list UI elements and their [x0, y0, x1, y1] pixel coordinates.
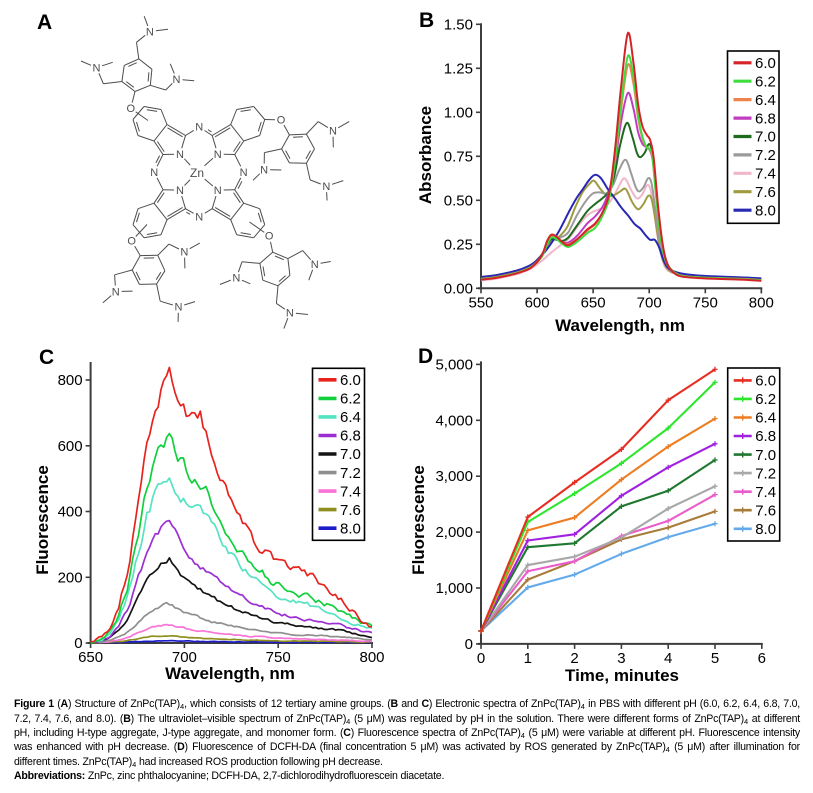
svg-text:4: 4 [664, 650, 672, 667]
svg-text:650: 650 [78, 649, 103, 666]
svg-text:1.00: 1.00 [444, 104, 473, 121]
svg-text:7.2: 7.2 [340, 465, 361, 482]
svg-text:1.25: 1.25 [444, 60, 473, 77]
svg-text:6.8: 6.8 [340, 428, 361, 445]
svg-text:N: N [311, 259, 319, 271]
svg-text:Fluorescence: Fluorescence [33, 465, 52, 575]
svg-text:3: 3 [617, 650, 625, 667]
svg-text:7.4: 7.4 [755, 484, 776, 501]
svg-text:7.0: 7.0 [340, 446, 361, 463]
svg-text:8.0: 8.0 [755, 521, 776, 538]
svg-text:N: N [176, 149, 184, 161]
svg-text:550: 550 [468, 294, 493, 311]
svg-text:N: N [214, 149, 222, 161]
svg-text:8.0: 8.0 [755, 202, 776, 219]
svg-text:0: 0 [465, 636, 473, 653]
svg-text:6.4: 6.4 [755, 92, 776, 109]
svg-text:0: 0 [74, 635, 82, 652]
svg-text:O: O [265, 231, 274, 243]
svg-text:1.50: 1.50 [444, 16, 473, 33]
svg-text:800: 800 [359, 649, 384, 666]
svg-text:C: C [39, 346, 54, 369]
svg-text:4,000: 4,000 [435, 412, 473, 429]
svg-text:0.75: 0.75 [444, 148, 473, 165]
svg-text:1: 1 [524, 650, 532, 667]
svg-text:2: 2 [570, 650, 578, 667]
svg-text:7.4: 7.4 [340, 483, 361, 500]
svg-text:800: 800 [749, 294, 774, 311]
svg-text:600: 600 [58, 438, 83, 455]
svg-text:5,000: 5,000 [435, 356, 473, 373]
svg-text:N: N [195, 122, 203, 134]
svg-text:400: 400 [58, 504, 83, 521]
svg-text:7.6: 7.6 [340, 502, 361, 519]
svg-text:6: 6 [758, 650, 766, 667]
svg-text:7.6: 7.6 [755, 184, 776, 201]
svg-text:800: 800 [58, 372, 83, 389]
svg-text:6.2: 6.2 [755, 391, 776, 408]
svg-text:6.2: 6.2 [340, 391, 361, 408]
svg-text:N: N [112, 286, 120, 298]
svg-text:6.8: 6.8 [755, 428, 776, 445]
svg-text:6.2: 6.2 [755, 73, 776, 90]
svg-text:O: O [127, 103, 136, 115]
svg-text:7.2: 7.2 [755, 147, 776, 164]
svg-text:5: 5 [711, 650, 719, 667]
svg-text:N: N [146, 26, 154, 38]
svg-text:O: O [127, 236, 136, 248]
svg-text:750: 750 [693, 294, 718, 311]
svg-text:7.0: 7.0 [755, 129, 776, 146]
svg-text:Fluorescence: Fluorescence [409, 465, 428, 575]
svg-text:Time, minutes: Time, minutes [565, 666, 679, 685]
svg-text:Absorbance: Absorbance [416, 106, 435, 204]
svg-text:N: N [150, 167, 158, 179]
svg-text:N: N [214, 185, 222, 197]
svg-text:Wavelength, nm: Wavelength, nm [165, 664, 295, 683]
svg-text:7.0: 7.0 [755, 447, 776, 464]
svg-text:N: N [329, 126, 337, 138]
svg-text:8.0: 8.0 [340, 520, 361, 537]
svg-text:0.25: 0.25 [444, 236, 473, 253]
svg-text:6.0: 6.0 [755, 55, 776, 72]
svg-text:0: 0 [477, 650, 485, 667]
svg-text:O: O [277, 115, 286, 127]
svg-text:650: 650 [581, 294, 606, 311]
svg-text:0.50: 0.50 [444, 192, 473, 209]
svg-text:N: N [322, 181, 330, 193]
svg-text:N: N [195, 211, 203, 223]
svg-text:N: N [286, 307, 294, 319]
svg-text:N: N [240, 167, 248, 179]
svg-text:600: 600 [525, 294, 550, 311]
svg-text:N: N [93, 63, 101, 75]
svg-text:700: 700 [172, 649, 197, 666]
svg-text:6.0: 6.0 [755, 373, 776, 390]
svg-text:B: B [419, 9, 434, 32]
svg-text:A: A [37, 11, 52, 34]
svg-text:1,000: 1,000 [435, 580, 473, 597]
svg-text:N: N [260, 164, 268, 176]
svg-text:7.2: 7.2 [755, 465, 776, 482]
svg-text:N: N [232, 273, 240, 285]
svg-text:200: 200 [58, 569, 83, 586]
svg-text:700: 700 [637, 294, 662, 311]
svg-text:N: N [173, 74, 181, 86]
svg-text:D: D [418, 345, 433, 368]
svg-text:2,000: 2,000 [435, 524, 473, 541]
svg-text:7.6: 7.6 [755, 503, 776, 520]
svg-text:Zn: Zn [190, 166, 204, 180]
svg-text:7.4: 7.4 [755, 166, 776, 183]
svg-text:6.4: 6.4 [340, 409, 361, 426]
svg-text:750: 750 [266, 649, 291, 666]
svg-text:Wavelength, nm: Wavelength, nm [555, 316, 685, 335]
svg-text:6.0: 6.0 [340, 372, 361, 389]
svg-text:0.00: 0.00 [444, 280, 473, 297]
svg-text:6.8: 6.8 [755, 110, 776, 127]
svg-text:N: N [176, 185, 184, 197]
svg-text:N: N [175, 302, 183, 314]
svg-text:3,000: 3,000 [435, 468, 473, 485]
svg-text:6.4: 6.4 [755, 410, 776, 427]
svg-text:N: N [180, 246, 188, 258]
